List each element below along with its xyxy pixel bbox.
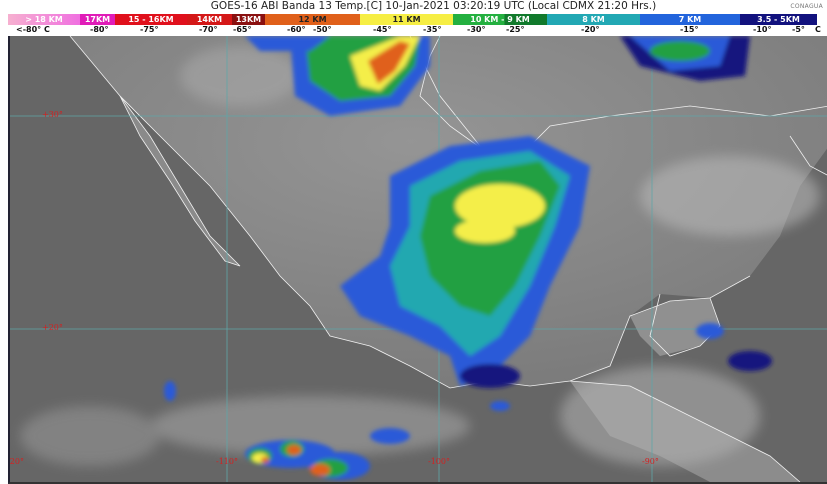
legend-segment: 13KM <box>232 14 265 25</box>
landmass-yucatan <box>630 298 720 356</box>
legend-segment: > 18 KM <box>8 14 80 25</box>
temp-label: -70° <box>199 25 218 34</box>
legend-segment: 11 KM <box>360 14 453 25</box>
satellite-imagery <box>10 36 827 482</box>
landmass-baja <box>120 96 240 266</box>
longitude-label: -110° <box>216 457 238 466</box>
latitude-label: +20° <box>42 323 63 332</box>
latitude-label: +30° <box>42 110 63 119</box>
legend-segment: 7 KM <box>640 14 740 25</box>
temp-label: -50° <box>313 25 332 34</box>
temp-label: -20° <box>581 25 600 34</box>
legend-segment: 3.5 - 5KM <box>740 14 817 25</box>
longitude-label: -90° <box>642 457 659 466</box>
temperature-scale: <-80° C -80° -75° -70° -65° -60° -50° -4… <box>0 25 827 36</box>
image-title: GOES-16 ABI Banda 13 Temp.[C] 10-Jan-202… <box>210 0 657 12</box>
legend-segment: 8 KM <box>547 14 640 25</box>
temp-label: -80° <box>90 25 109 34</box>
color-legend: > 18 KM 17KM 15 - 16KM 14KM 13KM 12 KM 1… <box>8 14 817 25</box>
temp-label: -30° <box>467 25 486 34</box>
low-clouds <box>20 46 820 466</box>
temp-label: -65° <box>233 25 252 34</box>
temp-label: -10° <box>753 25 772 34</box>
temp-label: -45° <box>373 25 392 34</box>
temp-label: -60° <box>287 25 306 34</box>
cloud-tops <box>164 36 772 480</box>
temp-label: -5° <box>792 25 805 34</box>
temp-label: C <box>815 25 821 34</box>
legend-segment: 10 KM - 9 KM <box>453 14 547 25</box>
temp-label: <-80° C <box>16 25 50 34</box>
temp-label: -25° <box>506 25 525 34</box>
temp-label: -35° <box>423 25 442 34</box>
satellite-map: +30° +20° -120° -110° -100° -90° <box>8 36 827 484</box>
longitude-label: -120° <box>9 457 24 466</box>
longitude-label: -100° <box>428 457 450 466</box>
legend-segment: 14KM <box>187 14 232 25</box>
legend-segment: 12 KM <box>265 14 360 25</box>
conagua-logo: CONAGUA <box>790 3 823 10</box>
coastlines <box>69 36 827 482</box>
legend-segment: 17KM <box>80 14 115 25</box>
temp-label: -75° <box>140 25 159 34</box>
temp-label: -15° <box>680 25 699 34</box>
legend-segment: 15 - 16KM <box>115 14 187 25</box>
